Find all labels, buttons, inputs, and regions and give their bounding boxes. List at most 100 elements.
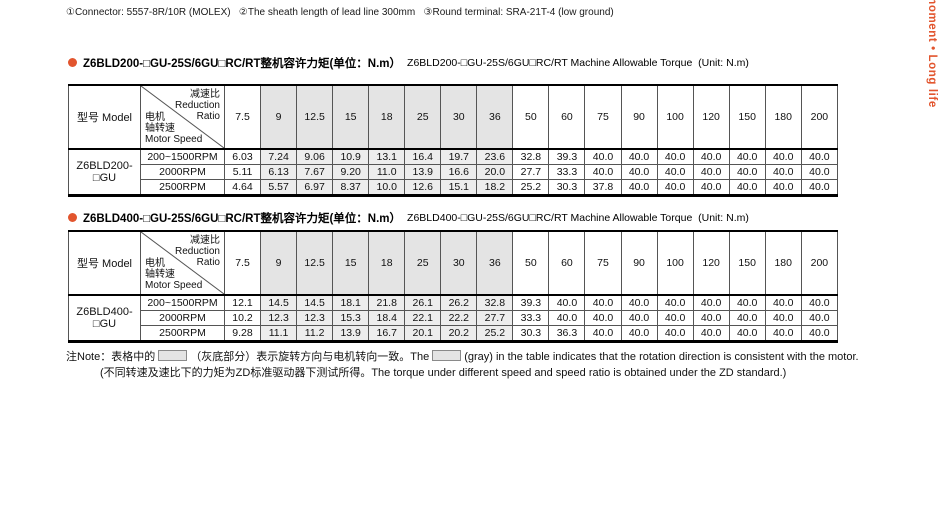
footnote: 注Note：表格中的 （灰底部分）表示旋转方向与电机转向一致。The (gray) … xyxy=(66,349,859,381)
model-cell: Z6BLD200-□GU xyxy=(68,148,141,196)
torque-value: 40.0 xyxy=(692,179,730,196)
torque-value: 40.0 xyxy=(692,148,730,165)
torque-value: 12.3 xyxy=(260,310,298,326)
torque-value: 6.13 xyxy=(260,164,298,180)
torque-table-z6bld400: 型号 Model 减速比 Reduction Ratio 电机 轴转速 Moto… xyxy=(68,230,839,343)
torque-value: 9.20 xyxy=(332,164,370,180)
torque-value: 39.3 xyxy=(512,294,550,311)
ratio-header: 100 xyxy=(656,230,694,296)
torque-value: 40.0 xyxy=(656,310,694,326)
torque-value: 40.0 xyxy=(800,325,839,342)
ratio-header: 180 xyxy=(764,230,802,296)
table-header-row: 型号 Model 减速比 Reduction Ratio 电机 轴转速 Moto… xyxy=(68,230,839,296)
ratio-header: 15 xyxy=(332,230,370,296)
torque-value: 18.4 xyxy=(368,310,406,326)
torque-value: 10.2 xyxy=(223,310,262,326)
torque-value: 40.0 xyxy=(620,294,658,311)
table2-title: Z6BLD400-□GU-25S/6GU□RC/RT整机容许力矩(单位：N.m）… xyxy=(68,211,749,225)
footnote-prefix: 注Note：表格中的 xyxy=(66,351,156,363)
ratio-en2: Ratio xyxy=(196,111,220,122)
torque-value: 11.0 xyxy=(368,164,406,180)
speed-en: Motor Speed xyxy=(145,134,203,145)
ratio-header: 7.5 xyxy=(223,230,262,296)
ratio-en1: Reduction xyxy=(174,246,220,257)
torque-value: 40.0 xyxy=(584,164,622,180)
torque-value: 5.11 xyxy=(223,164,262,180)
torque-value: 40.0 xyxy=(656,325,694,342)
ratio-header: 7.5 xyxy=(223,84,262,150)
ratio-cn: 减速比 xyxy=(190,235,220,246)
torque-value: 40.0 xyxy=(548,310,586,326)
torque-value: 27.7 xyxy=(476,310,514,326)
torque-value: 32.8 xyxy=(476,294,514,311)
torque-value: 40.0 xyxy=(800,148,839,165)
torque-value: 10.0 xyxy=(368,179,406,196)
ratio-header: 12.5 xyxy=(296,84,334,150)
motor-speed-label: 电机 轴转速 Motor Speed xyxy=(145,258,202,291)
torque-value: 21.8 xyxy=(368,294,406,311)
model-header: 型号 Model xyxy=(68,230,141,296)
speed-cell: 2500RPM xyxy=(140,325,225,342)
ratio-header: 75 xyxy=(584,230,622,296)
reduction-ratio-label: 减速比 Reduction Ratio xyxy=(175,89,220,122)
ratio-header: 180 xyxy=(764,84,802,150)
table1-title-en: Z6BLD200-□GU-25S/6GU□RC/RT Machine Allow… xyxy=(407,56,749,69)
torque-value: 40.0 xyxy=(620,310,658,326)
torque-value: 40.0 xyxy=(620,179,658,196)
torque-value: 33.3 xyxy=(548,164,586,180)
torque-value: 12.1 xyxy=(223,294,262,311)
torque-value: 40.0 xyxy=(656,164,694,180)
bullet-icon xyxy=(68,58,77,67)
speed-cell: 2000RPM xyxy=(140,310,225,326)
footnote-en: (gray) in the table indicates that the r… xyxy=(464,351,859,363)
ratio-header: 12.5 xyxy=(296,230,334,296)
torque-value: 40.0 xyxy=(764,294,802,311)
ratio-header: 18 xyxy=(368,230,406,296)
torque-value: 40.0 xyxy=(584,325,622,342)
table1-title: Z6BLD200-□GU-25S/6GU□RC/RT整机容许力矩(单位：N.m）… xyxy=(68,56,749,70)
torque-table-z6bld200: 型号 Model 减速比 Reduction Ratio 电机 轴转速 Moto… xyxy=(68,84,839,197)
speed-cell: 200~1500RPM xyxy=(140,148,225,165)
torque-value: 33.3 xyxy=(512,310,550,326)
ratio-header: 50 xyxy=(512,230,550,296)
torque-value: 23.6 xyxy=(476,148,514,165)
ratio-header: 150 xyxy=(728,230,766,296)
torque-value: 36.3 xyxy=(548,325,586,342)
table-header-row: 型号 Model 减速比 Reduction Ratio 电机 轴转速 Moto… xyxy=(68,84,839,150)
torque-value: 40.0 xyxy=(800,179,839,196)
torque-value: 9.06 xyxy=(296,148,334,165)
torque-value: 4.64 xyxy=(223,179,262,196)
table1-title-cn: Z6BLD200-□GU-25S/6GU□RC/RT整机容许力矩(单位：N.m） xyxy=(83,57,402,70)
torque-value: 40.0 xyxy=(728,294,766,311)
torque-value: 16.6 xyxy=(440,164,478,180)
torque-value: 7.67 xyxy=(296,164,334,180)
torque-value: 26.1 xyxy=(404,294,442,311)
torque-value: 13.1 xyxy=(368,148,406,165)
ratio-header: 15 xyxy=(332,84,370,150)
torque-value: 14.5 xyxy=(296,294,334,311)
torque-value: 14.5 xyxy=(260,294,298,311)
table-row: Z6BLD200-□GU 200~1500RPM 6.03 7.24 9.06 10.9 1… xyxy=(68,148,839,196)
torque-value: 40.0 xyxy=(584,310,622,326)
torque-value: 40.0 xyxy=(728,310,766,326)
torque-value: 40.0 xyxy=(692,310,730,326)
torque-value: 19.7 xyxy=(440,148,478,165)
torque-value: 18.1 xyxy=(332,294,370,311)
speed-cn2: 轴转速 xyxy=(145,123,175,134)
diagonal-header: 减速比 Reduction Ratio 电机 轴转速 Motor Speed xyxy=(140,230,225,296)
speed-cell: 2000RPM xyxy=(140,164,225,180)
ratio-header: 120 xyxy=(692,84,730,150)
ratio-header: 100 xyxy=(656,84,694,150)
torque-value: 22.2 xyxy=(440,310,478,326)
torque-value: 25.2 xyxy=(476,325,514,342)
ratio-header: 9 xyxy=(260,84,298,150)
torque-value: 6.03 xyxy=(223,148,262,165)
gray-swatch xyxy=(432,350,462,361)
torque-value: 12.3 xyxy=(296,310,334,326)
diagonal-line xyxy=(141,232,224,294)
side-tagline: moment • Long life xyxy=(926,0,938,108)
torque-value: 7.24 xyxy=(260,148,298,165)
ratio-header: 150 xyxy=(728,84,766,150)
torque-value: 40.0 xyxy=(620,325,658,342)
torque-value: 11.2 xyxy=(296,325,334,342)
